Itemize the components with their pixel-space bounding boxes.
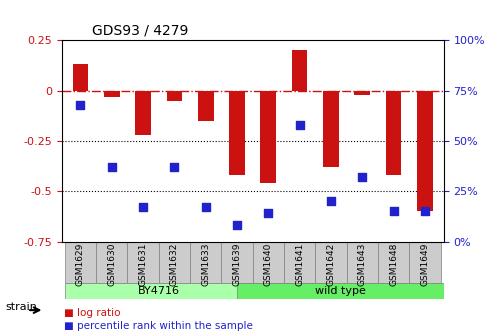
Text: GSM1643: GSM1643 xyxy=(358,243,367,286)
FancyBboxPatch shape xyxy=(284,242,316,283)
Point xyxy=(421,209,429,214)
Text: wild type: wild type xyxy=(315,286,366,296)
Point xyxy=(389,209,397,214)
Bar xyxy=(104,91,120,97)
Text: GSM1632: GSM1632 xyxy=(170,243,179,286)
FancyBboxPatch shape xyxy=(409,242,441,283)
FancyBboxPatch shape xyxy=(347,242,378,283)
Point xyxy=(139,205,147,210)
Point xyxy=(327,199,335,204)
Bar xyxy=(229,91,245,175)
Bar xyxy=(292,50,308,91)
Bar xyxy=(417,91,433,211)
Point xyxy=(108,164,116,170)
Point xyxy=(76,102,84,108)
Bar xyxy=(386,91,401,175)
FancyBboxPatch shape xyxy=(159,242,190,283)
Text: GSM1629: GSM1629 xyxy=(76,243,85,286)
Bar xyxy=(167,91,182,101)
Bar xyxy=(354,91,370,95)
FancyBboxPatch shape xyxy=(65,283,253,299)
Point xyxy=(296,122,304,128)
Point xyxy=(233,223,241,228)
Text: GDS93 / 4279: GDS93 / 4279 xyxy=(92,24,188,38)
Point xyxy=(358,174,366,180)
Text: GSM1631: GSM1631 xyxy=(139,243,147,287)
Text: GSM1639: GSM1639 xyxy=(233,243,242,287)
Text: BY4716: BY4716 xyxy=(138,286,180,296)
FancyBboxPatch shape xyxy=(127,242,159,283)
FancyBboxPatch shape xyxy=(237,283,444,299)
Text: strain: strain xyxy=(5,302,37,312)
Text: GSM1648: GSM1648 xyxy=(389,243,398,286)
Text: ■ log ratio: ■ log ratio xyxy=(64,307,121,318)
FancyBboxPatch shape xyxy=(253,242,284,283)
Text: GSM1640: GSM1640 xyxy=(264,243,273,286)
Bar xyxy=(260,91,276,183)
Bar xyxy=(72,65,88,91)
Point xyxy=(202,205,210,210)
Point xyxy=(264,211,272,216)
FancyBboxPatch shape xyxy=(190,242,221,283)
FancyBboxPatch shape xyxy=(221,242,253,283)
Bar xyxy=(135,91,151,135)
Point xyxy=(171,164,178,170)
Text: GSM1641: GSM1641 xyxy=(295,243,304,286)
Bar xyxy=(323,91,339,167)
Text: GSM1649: GSM1649 xyxy=(421,243,429,286)
Text: ■ percentile rank within the sample: ■ percentile rank within the sample xyxy=(64,321,253,331)
FancyBboxPatch shape xyxy=(316,242,347,283)
FancyBboxPatch shape xyxy=(378,242,409,283)
FancyBboxPatch shape xyxy=(96,242,127,283)
Text: GSM1630: GSM1630 xyxy=(107,243,116,287)
FancyBboxPatch shape xyxy=(65,242,96,283)
Bar xyxy=(198,91,213,121)
Text: GSM1642: GSM1642 xyxy=(326,243,335,286)
Text: GSM1633: GSM1633 xyxy=(201,243,210,287)
